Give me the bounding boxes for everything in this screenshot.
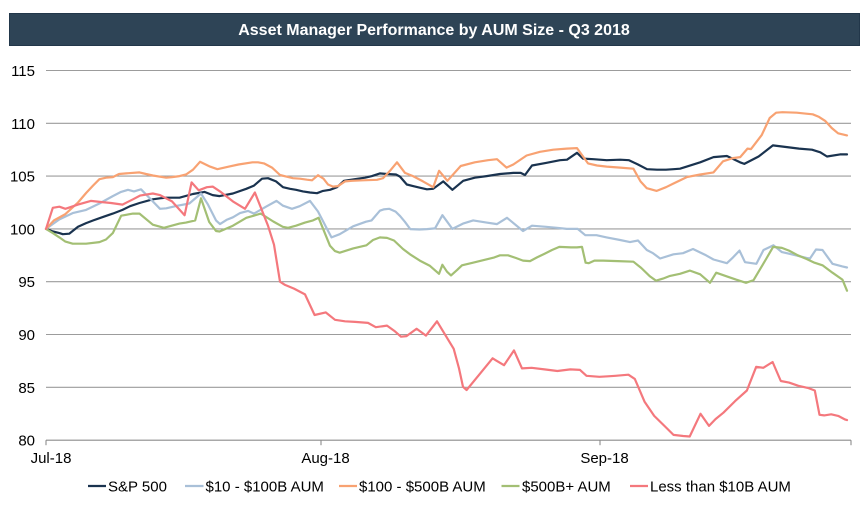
svg-text:Asset Manager Performance by A: Asset Manager Performance by AUM Size - … [238, 22, 630, 39]
svg-text:105: 105 [10, 169, 35, 186]
svg-text:95: 95 [18, 274, 35, 291]
svg-text:115: 115 [11, 63, 35, 80]
svg-text:Sep-18: Sep-18 [580, 450, 628, 467]
svg-text:110: 110 [11, 116, 35, 133]
svg-text:100: 100 [10, 221, 35, 238]
svg-text:Less than $10B AUM: Less than $10B AUM [650, 479, 791, 496]
svg-text:80: 80 [18, 433, 35, 450]
svg-text:85: 85 [18, 380, 35, 397]
svg-text:S&P 500: S&P 500 [108, 479, 167, 496]
svg-text:Jul-18: Jul-18 [31, 450, 72, 467]
svg-text:$500B+ AUM: $500B+ AUM [522, 479, 611, 496]
svg-text:Aug-18: Aug-18 [301, 450, 349, 467]
svg-text:$100 - $500B AUM: $100 - $500B AUM [359, 479, 486, 496]
svg-text:$10 - $100B AUM: $10 - $100B AUM [206, 479, 324, 496]
svg-text:90: 90 [18, 327, 35, 344]
